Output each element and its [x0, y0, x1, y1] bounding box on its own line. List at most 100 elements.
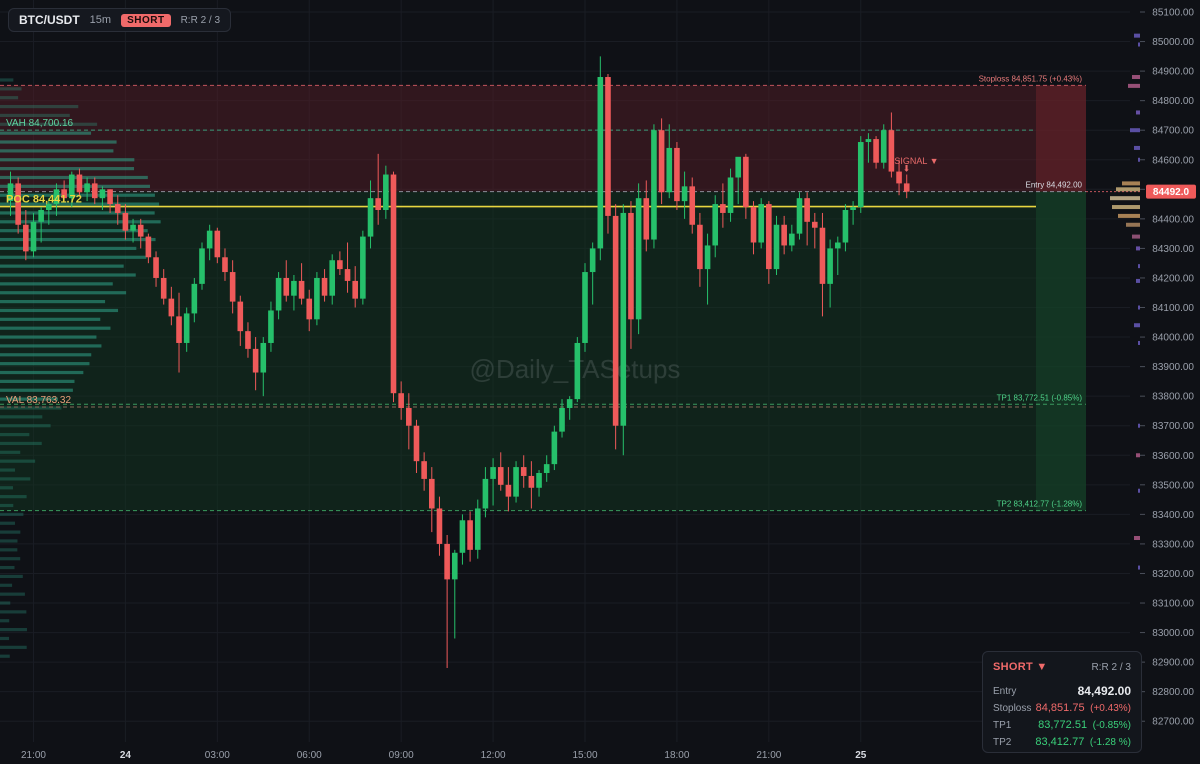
candle-body — [214, 230, 221, 258]
profile-bar — [0, 521, 15, 525]
candle-body — [360, 236, 366, 299]
candle-body — [589, 248, 596, 273]
candle-body — [566, 399, 573, 408]
profile-bar — [1118, 213, 1146, 218]
price-tick-label: 83500.00 — [1152, 480, 1194, 491]
price-tick-label: 83400.00 — [1152, 510, 1194, 521]
timeframe-label[interactable]: 15m — [89, 14, 112, 26]
price-tick-label: 82800.00 — [1152, 687, 1194, 698]
profile-bar — [0, 388, 73, 392]
profile-bar — [0, 530, 21, 534]
profile-bar — [0, 193, 155, 197]
price-tick-label: 83800.00 — [1152, 392, 1194, 403]
candle-body — [842, 209, 849, 243]
candle-body — [252, 348, 259, 373]
candle-body — [222, 257, 228, 273]
profile-bar — [0, 619, 10, 623]
level-label-tp2: TP2 83,412.77 (-1.28%) — [997, 500, 1083, 509]
candle-body — [651, 130, 657, 240]
profile-bar — [0, 636, 10, 641]
candle-body — [827, 248, 833, 284]
grid — [0, 0, 1130, 742]
candle-body — [30, 221, 37, 252]
candle-body — [605, 77, 611, 216]
symbol-header[interactable]: BTC/USDT 15m SHORT R:R 2 / 3 — [8, 8, 232, 32]
profile-bar — [0, 486, 13, 490]
profile-bar — [0, 87, 22, 91]
profile-bar — [0, 415, 43, 419]
profile-bar — [0, 432, 30, 437]
candle-body — [750, 207, 757, 243]
price-tick-label: 83700.00 — [1152, 421, 1194, 432]
time-tick-label: 25 — [855, 750, 867, 761]
panel-row-stoploss: Stoploss 84,851.75 (+0.43%) — [993, 702, 1131, 714]
candle-body — [375, 198, 381, 210]
candle-body — [130, 224, 136, 231]
candle-body — [681, 186, 688, 202]
profile-bar — [0, 450, 21, 454]
candle-body — [520, 467, 527, 476]
profile-bar — [1116, 187, 1146, 192]
candle-body — [658, 130, 665, 193]
candle-body — [666, 147, 673, 193]
candle-body — [896, 171, 902, 184]
price-tick-label: 84800.00 — [1152, 96, 1194, 107]
trade-summary-panel: SHORT ▼ R:R 2 / 3 Entry 84,492.00 Stoplo… — [982, 651, 1142, 753]
candle-body — [153, 257, 159, 278]
candle-body — [451, 552, 458, 580]
profile-bar — [0, 122, 98, 126]
profile-bar — [0, 308, 119, 313]
candle-body — [482, 478, 489, 509]
profile-bar — [0, 397, 59, 401]
price-tick-label: 84100.00 — [1152, 303, 1194, 314]
candle-body — [712, 204, 719, 246]
candle-body — [291, 280, 297, 296]
candle-body — [444, 543, 450, 580]
candle-body — [551, 431, 558, 465]
candle-body — [260, 342, 267, 373]
candle-body — [674, 147, 680, 202]
current-price-label: 84492.0 — [1153, 187, 1190, 198]
candle-body — [620, 212, 627, 426]
signal-arrow-icon: ⬇ — [903, 164, 911, 174]
time-axis[interactable]: 21:00 24 03:00 06:00 09:00 12:00 15:00 18:00 21:… — [21, 750, 867, 761]
profile-bar — [0, 211, 155, 215]
level-label-val: VAL 83,763.32 — [6, 395, 71, 406]
profile-bar — [0, 574, 23, 579]
candle-body — [183, 313, 190, 343]
profile-bar — [0, 628, 27, 632]
candle-body — [84, 183, 90, 193]
candle-body — [46, 204, 52, 210]
candle-body — [145, 236, 152, 258]
profile-bar — [0, 583, 13, 587]
candle-body — [727, 177, 734, 213]
panel-row-label: TP1 — [993, 719, 1012, 731]
candle-body — [850, 207, 856, 210]
panel-side: SHORT ▼ — [993, 661, 1048, 673]
profile-bar — [0, 326, 111, 330]
candle-body — [796, 198, 803, 234]
candle-body — [275, 277, 282, 311]
price-tick-label: 83600.00 — [1152, 451, 1194, 462]
candle-body — [268, 310, 274, 343]
candle-body — [888, 130, 895, 172]
candle-body — [413, 425, 420, 462]
candle-body — [329, 260, 336, 296]
time-tick-label: 06:00 — [297, 750, 322, 761]
candle-body — [23, 224, 29, 252]
profile-bar — [1132, 75, 1146, 80]
profile-bar — [0, 149, 114, 153]
candles: SIGNAL ▼⬇ — [7, 56, 938, 669]
profile-bar — [0, 654, 10, 658]
profile-bar — [0, 300, 106, 304]
level-label-entry: Entry 84,492.00 — [1026, 181, 1083, 190]
profile-bar — [0, 273, 136, 277]
price-axis[interactable]: 85100.00 85000.00 84900.00 84800.00 84700.00… — [1140, 0, 1200, 764]
candle-body — [834, 242, 841, 249]
candle-body — [398, 393, 404, 408]
level-labels: Stoploss 84,851.75 (+0.43%) VAH 84,700.16… — [6, 74, 1083, 508]
candle-body — [436, 508, 443, 544]
profile-bar — [1128, 83, 1146, 88]
candle-body — [107, 189, 113, 205]
